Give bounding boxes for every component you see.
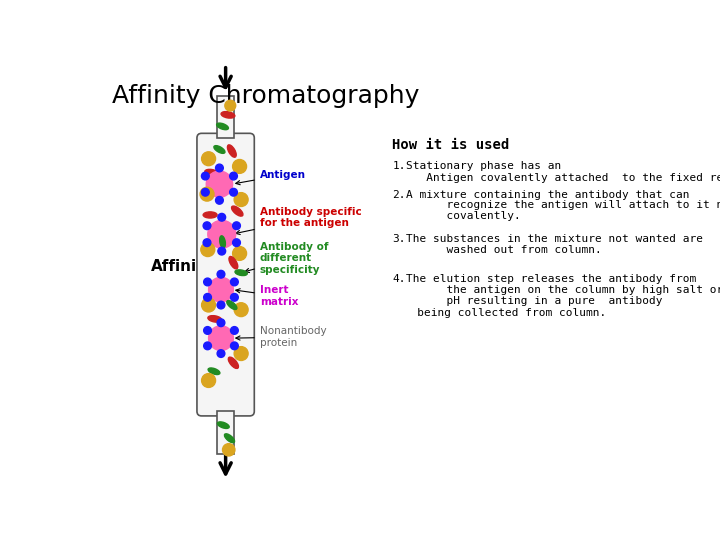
FancyBboxPatch shape bbox=[197, 133, 254, 416]
Ellipse shape bbox=[227, 301, 237, 309]
Circle shape bbox=[204, 342, 212, 350]
Text: Stationary phase has an: Stationary phase has an bbox=[406, 161, 562, 171]
Circle shape bbox=[200, 187, 214, 201]
Circle shape bbox=[209, 326, 233, 350]
Text: Antigen: Antigen bbox=[235, 170, 306, 185]
Circle shape bbox=[201, 242, 215, 256]
Ellipse shape bbox=[228, 357, 238, 368]
Text: recognize the antigen will attach to it non-: recognize the antigen will attach to it … bbox=[406, 200, 720, 210]
Circle shape bbox=[202, 188, 210, 196]
Ellipse shape bbox=[225, 434, 235, 443]
Circle shape bbox=[218, 213, 225, 221]
Circle shape bbox=[202, 374, 215, 387]
Text: being collected from column.: being collected from column. bbox=[397, 308, 606, 318]
Circle shape bbox=[218, 247, 225, 255]
Circle shape bbox=[215, 197, 223, 204]
Circle shape bbox=[203, 239, 211, 247]
Circle shape bbox=[206, 171, 233, 197]
Circle shape bbox=[230, 172, 238, 180]
FancyBboxPatch shape bbox=[217, 96, 234, 138]
Text: the antigen on the column by high salt or low: the antigen on the column by high salt o… bbox=[406, 285, 720, 295]
Text: 1.: 1. bbox=[392, 161, 406, 171]
Circle shape bbox=[234, 303, 248, 316]
Text: Antibody specific
for the antigen: Antibody specific for the antigen bbox=[235, 207, 361, 234]
Circle shape bbox=[233, 159, 246, 173]
Circle shape bbox=[202, 172, 210, 180]
Circle shape bbox=[230, 294, 238, 301]
Circle shape bbox=[230, 278, 238, 286]
Text: 4.: 4. bbox=[392, 274, 406, 284]
Circle shape bbox=[208, 220, 235, 248]
Circle shape bbox=[215, 164, 223, 172]
Ellipse shape bbox=[217, 422, 229, 428]
Circle shape bbox=[202, 298, 215, 312]
Text: 2.: 2. bbox=[392, 190, 406, 200]
Ellipse shape bbox=[235, 270, 247, 275]
Circle shape bbox=[203, 222, 211, 230]
Circle shape bbox=[217, 350, 225, 357]
Circle shape bbox=[222, 444, 235, 456]
Text: Inert
matrix: Inert matrix bbox=[236, 286, 298, 307]
Ellipse shape bbox=[204, 170, 219, 176]
FancyBboxPatch shape bbox=[217, 411, 234, 454]
Text: Antibody of
different
specificity: Antibody of different specificity bbox=[245, 241, 328, 275]
Circle shape bbox=[209, 278, 233, 302]
Ellipse shape bbox=[220, 236, 225, 248]
Circle shape bbox=[202, 152, 215, 166]
Text: washed out from column.: washed out from column. bbox=[406, 245, 602, 255]
Text: Affinity Chromatography: Affinity Chromatography bbox=[112, 84, 419, 108]
Circle shape bbox=[233, 222, 240, 230]
Text: The substances in the mixture not wanted are: The substances in the mixture not wanted… bbox=[406, 234, 703, 244]
Ellipse shape bbox=[232, 206, 243, 216]
Ellipse shape bbox=[217, 123, 228, 130]
Text: Nonantibody
protein: Nonantibody protein bbox=[236, 326, 326, 348]
Ellipse shape bbox=[221, 112, 235, 118]
Circle shape bbox=[204, 294, 212, 301]
Text: 3.: 3. bbox=[392, 234, 406, 244]
Text: The elution step releases the antibody from: The elution step releases the antibody f… bbox=[406, 274, 696, 284]
Circle shape bbox=[204, 278, 212, 286]
Ellipse shape bbox=[208, 316, 222, 322]
Ellipse shape bbox=[228, 145, 236, 157]
Text: covalently.: covalently. bbox=[406, 211, 521, 221]
Circle shape bbox=[230, 188, 238, 196]
Circle shape bbox=[234, 193, 248, 206]
Text: Affini: Affini bbox=[151, 259, 197, 274]
Ellipse shape bbox=[203, 212, 217, 218]
Text: A mixture containing the antibody that can: A mixture containing the antibody that c… bbox=[406, 190, 690, 200]
Ellipse shape bbox=[208, 368, 220, 375]
Ellipse shape bbox=[214, 146, 225, 153]
Circle shape bbox=[217, 301, 225, 309]
Circle shape bbox=[233, 239, 240, 247]
Text: Antigen covalently attached  to the fixed resin.: Antigen covalently attached to the fixed… bbox=[406, 173, 720, 183]
Text: How it is used: How it is used bbox=[392, 138, 510, 152]
Circle shape bbox=[230, 327, 238, 334]
Circle shape bbox=[217, 319, 225, 327]
Circle shape bbox=[233, 247, 246, 260]
Circle shape bbox=[234, 347, 248, 361]
Circle shape bbox=[225, 100, 235, 111]
Circle shape bbox=[204, 327, 212, 334]
Circle shape bbox=[230, 342, 238, 350]
Ellipse shape bbox=[229, 256, 238, 269]
Circle shape bbox=[217, 271, 225, 278]
Text: pH resulting in a pure  antibody: pH resulting in a pure antibody bbox=[406, 296, 662, 306]
